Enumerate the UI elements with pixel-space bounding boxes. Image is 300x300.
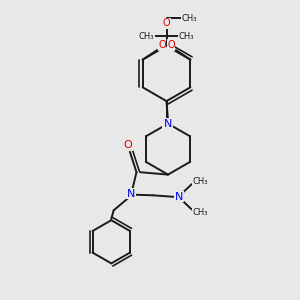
Text: N: N bbox=[162, 118, 171, 129]
Text: O: O bbox=[158, 40, 166, 50]
Text: CH₃: CH₃ bbox=[179, 32, 194, 41]
Text: CH₃: CH₃ bbox=[181, 14, 197, 23]
Text: CH₃: CH₃ bbox=[192, 177, 208, 186]
Text: N: N bbox=[164, 118, 172, 129]
Text: CH₃: CH₃ bbox=[192, 208, 208, 217]
Text: O: O bbox=[123, 140, 132, 150]
Text: CH₃: CH₃ bbox=[139, 32, 154, 41]
Text: O: O bbox=[167, 40, 175, 50]
Text: O: O bbox=[163, 18, 170, 28]
Text: N: N bbox=[175, 192, 183, 202]
Text: N: N bbox=[127, 189, 135, 199]
